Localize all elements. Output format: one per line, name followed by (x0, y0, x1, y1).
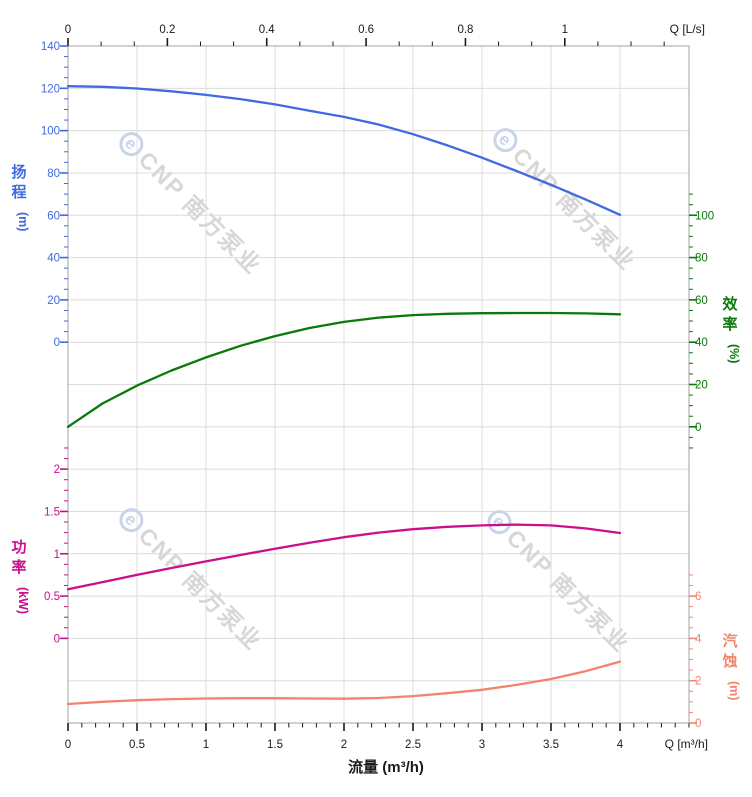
head-tick-label: 140 (41, 41, 60, 53)
head-curve (66, 85, 622, 216)
efficiency-tick-label: 100 (695, 210, 714, 222)
bottom-tick-label: 1.5 (267, 739, 283, 751)
efficiency-axis-title: 效 (722, 295, 738, 313)
bottom-tick-label: 0.5 (129, 739, 145, 751)
power-tick-label: 0 (54, 633, 60, 645)
power-tick-label: 0.5 (44, 591, 60, 603)
npsh-axis-title: 汽 (722, 632, 737, 650)
bottom-tick-label: 1 (203, 739, 209, 751)
power-tick-label: 1.5 (44, 506, 60, 518)
efficiency-tick-label: 80 (695, 253, 708, 265)
head-tick-label: 100 (41, 126, 60, 138)
bottom-tick-label: 4 (617, 739, 624, 751)
power-tick-label: 2 (54, 464, 60, 476)
power-tick-label: 1 (54, 549, 60, 561)
npsh-curve (66, 660, 622, 706)
head-tick-label: 80 (47, 168, 60, 180)
top-tick-label: 0 (65, 24, 71, 36)
top-tick-label: 0.6 (358, 24, 374, 36)
x-axis-title: 流量 (m³/h) (348, 758, 424, 776)
gridlines (68, 46, 689, 723)
head-tick-label: 60 (47, 210, 60, 222)
top-tick-label: 0.8 (457, 24, 473, 36)
bottom-axis: 0 0.5 1 1.5 2 2.5 3 3.5 4 Q [m³/h] 流量 (m³/h) (65, 723, 708, 776)
efficiency-curve (66, 311, 622, 428)
head-axis-title: 扬 (11, 163, 26, 181)
head-tick-label: 20 (47, 295, 60, 307)
npsh-tick-label: 6 (695, 591, 701, 603)
power-axis-title: 率 (11, 558, 26, 576)
bottom-tick-label: 2.5 (405, 739, 421, 751)
head-axis-title: 程 (11, 184, 26, 201)
npsh-tick-label: 2 (695, 676, 701, 688)
power-axis-title: 功 (11, 539, 26, 556)
top-tick-label: 0.2 (159, 24, 175, 36)
head-tick-label: 0 (54, 337, 60, 349)
head-axis-unit: (m) (16, 212, 30, 231)
power-curve (66, 523, 622, 591)
top-axis: 0 0.2 0.4 0.6 0.8 1 Q [L/s] (65, 22, 705, 46)
bottom-tick-label: 2 (341, 739, 347, 751)
head-tick-label: 120 (41, 83, 60, 95)
top-tick-label: 1 (562, 24, 568, 36)
head-tick-label: 40 (47, 253, 60, 265)
npsh-axis: 6 4 2 0 汽蚀 (m) (689, 574, 741, 730)
power-axis: 2 1.5 1 0.5 0 功率 (kW) (11, 447, 68, 645)
top-axis-unit-label: Q [L/s] (670, 22, 705, 36)
bottom-tick-label: 3.5 (543, 739, 559, 751)
efficiency-tick-label: 60 (695, 295, 708, 307)
efficiency-tick-label: 40 (695, 337, 708, 349)
npsh-axis-unit: (m) (727, 681, 741, 700)
npsh-axis-title: 蚀 (721, 652, 737, 670)
bottom-tick-label: 0 (65, 739, 71, 751)
npsh-tick-label: 4 (695, 633, 702, 645)
bottom-tick-label: 3 (479, 739, 485, 751)
efficiency-tick-label: 20 (695, 380, 708, 392)
efficiency-axis: 100 80 60 40 20 0 效率 (%) (689, 193, 741, 449)
npsh-tick-label: 0 (695, 718, 701, 730)
efficiency-axis-title: 率 (722, 315, 737, 333)
power-axis-unit: (kW) (16, 587, 30, 614)
head-axis: 140 120 100 80 60 40 20 0 扬程 (m) (11, 41, 68, 349)
bottom-axis-unit-label: Q [m³/h] (665, 737, 708, 751)
top-tick-label: 0.4 (259, 24, 276, 36)
efficiency-axis-unit: (%) (727, 344, 741, 363)
efficiency-tick-label: 0 (695, 422, 701, 434)
